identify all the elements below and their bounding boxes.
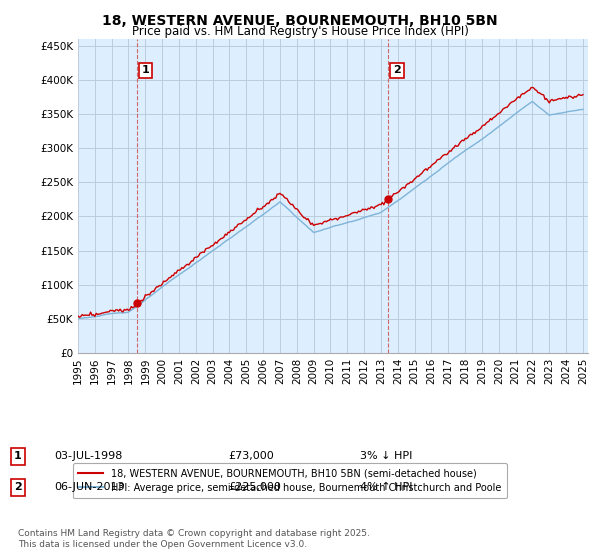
Text: 06-JUN-2013: 06-JUN-2013 (54, 482, 125, 492)
Legend: 18, WESTERN AVENUE, BOURNEMOUTH, BH10 5BN (semi-detached house), HPI: Average pr: 18, WESTERN AVENUE, BOURNEMOUTH, BH10 5B… (73, 463, 507, 498)
Text: £73,000: £73,000 (228, 451, 274, 461)
Text: £225,000: £225,000 (228, 482, 281, 492)
Text: 1: 1 (14, 451, 22, 461)
Text: 2: 2 (393, 66, 401, 75)
Text: 3% ↓ HPI: 3% ↓ HPI (360, 451, 412, 461)
Text: 03-JUL-1998: 03-JUL-1998 (54, 451, 122, 461)
Text: Contains HM Land Registry data © Crown copyright and database right 2025.
This d: Contains HM Land Registry data © Crown c… (18, 529, 370, 549)
Text: 2: 2 (14, 482, 22, 492)
Text: 1: 1 (142, 66, 150, 75)
Text: Price paid vs. HM Land Registry's House Price Index (HPI): Price paid vs. HM Land Registry's House … (131, 25, 469, 38)
Text: 4% ↑ HPI: 4% ↑ HPI (360, 482, 413, 492)
Text: 18, WESTERN AVENUE, BOURNEMOUTH, BH10 5BN: 18, WESTERN AVENUE, BOURNEMOUTH, BH10 5B… (102, 14, 498, 28)
